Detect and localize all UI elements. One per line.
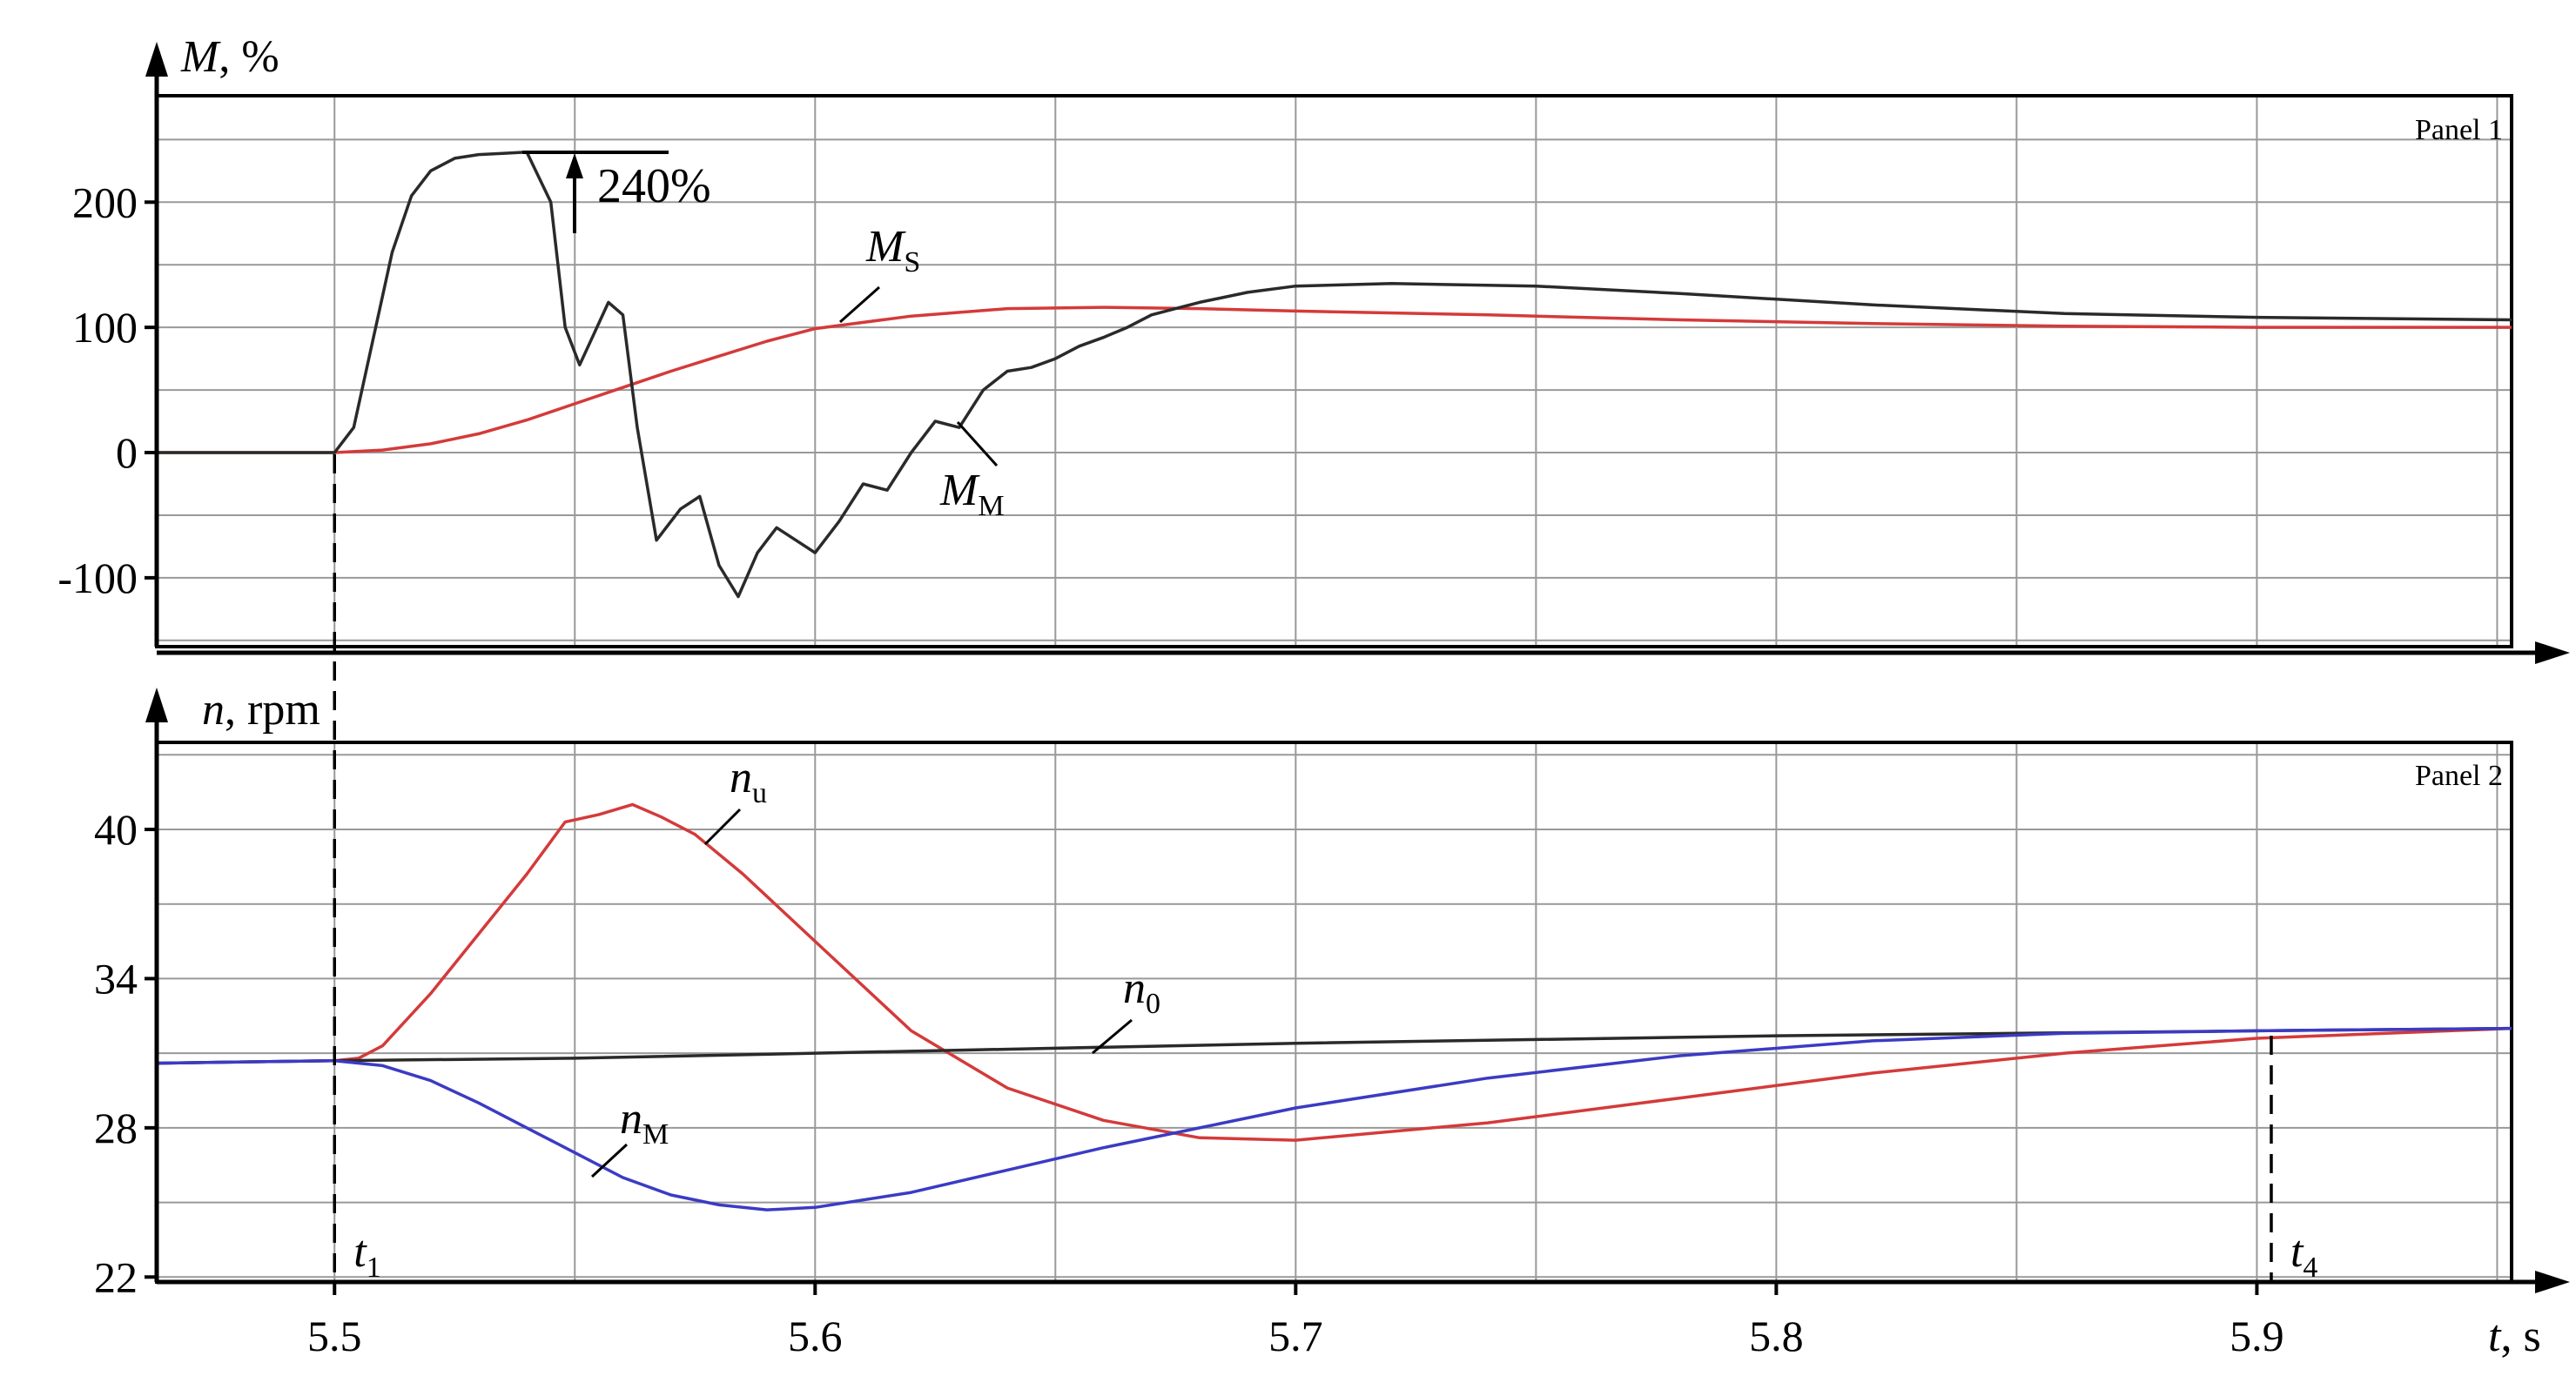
mm-leader: [956, 420, 999, 467]
n0-leader: [1092, 1018, 1133, 1055]
panel-1-y-title: M, %: [180, 32, 279, 82]
n0-label: n0: [1123, 963, 1160, 1020]
time-markers: t1 t4: [333, 454, 2317, 1284]
series-MS-line: [157, 305, 2512, 454]
panel-1-frame: [155, 94, 2513, 648]
x-tick-label: 5.8: [1749, 1312, 1804, 1360]
x-tick-label: 5.9: [2230, 1312, 2284, 1360]
y-tick-label: 100: [72, 303, 138, 352]
panel-1-y-arrow: [145, 42, 168, 77]
panel-2: 22 28 34 40 5.5 5.6 5.7 5.8 5.9 Panel 2: [94, 741, 2513, 1360]
series-nu-line: [156, 802, 2512, 1142]
y-tick-label: 22: [94, 1252, 138, 1301]
x-ticks: 5.5 5.6 5.7 5.8 5.9: [307, 1282, 2284, 1360]
panel-1-grid: [157, 96, 2512, 647]
panel-1-series: [157, 150, 2512, 599]
series-MM-line: [157, 150, 2512, 599]
x-tick-label: 5.5: [307, 1312, 362, 1360]
nm-leader: [590, 1143, 629, 1178]
panel-2-y-ticks: 22 28 34 40: [94, 805, 157, 1301]
peak-annotation: 240%: [522, 151, 711, 233]
ms-leader: [839, 285, 880, 324]
panel-2-y-title: n, rpm: [202, 685, 320, 735]
panel-2-y-arrow: [145, 688, 168, 722]
panel-1: -100 0 100 200 Panel 1: [57, 94, 2513, 648]
mm-label: MM: [939, 466, 1005, 522]
marker-t1-label: t1: [353, 1227, 380, 1284]
panel-1-label: Panel 1: [2415, 114, 2503, 146]
x-tick-label: 5.7: [1268, 1312, 1323, 1360]
panel-2-label: Panel 2: [2415, 760, 2503, 792]
panel-1-x-arrow: [2535, 641, 2570, 664]
series-nM-line: [156, 1026, 2512, 1211]
y-tick-label: 40: [94, 805, 138, 854]
peak-arrow-head: [566, 153, 583, 178]
panel-2-grid: [157, 742, 2512, 1282]
y-tick-label: 0: [116, 428, 138, 477]
panel-2-frame: [155, 741, 2513, 1284]
panel-1-y-ticks: -100 0 100 200: [57, 178, 157, 602]
y-tick-label: 34: [94, 954, 138, 1003]
peak-annotation-text: 240%: [597, 159, 711, 213]
y-tick-label: 28: [94, 1104, 138, 1152]
nm-label: nM: [620, 1094, 669, 1151]
y-tick-label: 200: [72, 178, 138, 226]
x-tick-label: 5.6: [788, 1312, 843, 1360]
marker-t4-label: t4: [2290, 1227, 2317, 1284]
y-tick-label: -100: [57, 554, 138, 602]
curve-labels: MS MM nu n0 nM: [590, 222, 1160, 1178]
axes: [145, 42, 2570, 1293]
panel-2-x-arrow: [2535, 1271, 2570, 1293]
ms-label: MS: [865, 222, 920, 279]
x-axis-title: t, s: [2488, 1312, 2541, 1361]
panel-2-series: [156, 802, 2512, 1211]
nu-leader: [703, 808, 742, 846]
nu-label: nu: [730, 753, 767, 809]
